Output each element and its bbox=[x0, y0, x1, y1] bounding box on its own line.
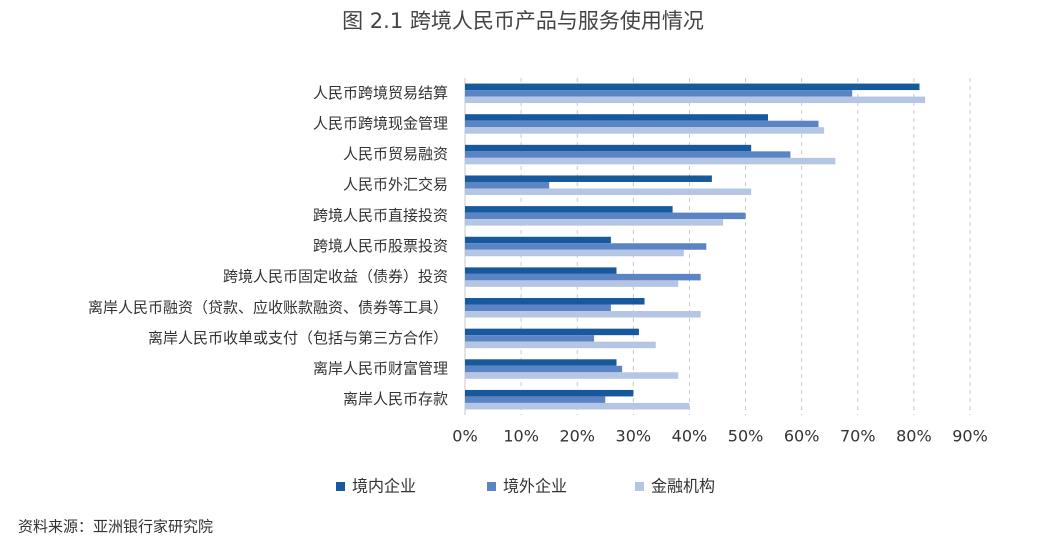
y-tick-label: 离岸人民币存款 bbox=[343, 390, 448, 408]
x-tick-label: 10% bbox=[503, 427, 539, 446]
bar bbox=[465, 157, 836, 165]
y-tick-label: 人民币外汇交易 bbox=[343, 176, 448, 194]
legend-swatch bbox=[336, 482, 345, 491]
chart-title: 图 2.1 跨境人民币产品与服务使用情况 bbox=[342, 9, 704, 33]
bar bbox=[465, 402, 690, 410]
bar bbox=[465, 304, 611, 312]
y-tick-label: 跨境人民币直接投资 bbox=[313, 206, 448, 224]
y-tick-label: 离岸人民币融资（贷款、应收账款融资、债券等工具） bbox=[88, 298, 448, 316]
bar bbox=[465, 212, 746, 220]
bar bbox=[465, 267, 617, 274]
bar bbox=[465, 328, 639, 336]
bar bbox=[465, 114, 768, 121]
bar bbox=[465, 206, 673, 213]
bar bbox=[465, 127, 825, 134]
bar bbox=[465, 335, 595, 342]
bar bbox=[465, 144, 752, 152]
bar bbox=[465, 236, 611, 244]
bar bbox=[465, 219, 724, 226]
bar bbox=[465, 243, 707, 250]
y-tick-label: 人民币贸易融资 bbox=[343, 145, 448, 163]
x-tick-label: 80% bbox=[896, 427, 932, 446]
bar bbox=[465, 372, 679, 379]
y-tick-label: 跨境人民币固定收益（债券）投资 bbox=[223, 268, 448, 286]
legend-label: 境内企业 bbox=[352, 477, 416, 496]
bar bbox=[465, 365, 623, 373]
bar bbox=[465, 396, 606, 403]
x-tick-label: 90% bbox=[952, 427, 988, 446]
x-tick-label: 20% bbox=[559, 427, 595, 446]
bar bbox=[465, 90, 853, 97]
bar bbox=[465, 311, 701, 318]
bar bbox=[465, 280, 679, 287]
x-tick-label: 30% bbox=[616, 427, 652, 446]
y-tick-label: 离岸人民币财富管理 bbox=[313, 360, 448, 378]
y-tick-label: 跨境人民币股票投资 bbox=[313, 237, 448, 255]
x-tick-label: 60% bbox=[784, 427, 820, 446]
bar bbox=[465, 120, 819, 128]
x-tick-label: 0% bbox=[452, 427, 477, 446]
source-note: 资料来源：亚洲银行家研究院 bbox=[18, 518, 213, 536]
bar bbox=[465, 389, 634, 397]
x-tick-label: 40% bbox=[672, 427, 708, 446]
bar bbox=[465, 249, 684, 257]
legend-label: 金融机构 bbox=[651, 477, 715, 496]
bar bbox=[465, 175, 712, 182]
bar bbox=[465, 181, 550, 189]
y-tick-label: 人民币跨境现金管理 bbox=[313, 114, 448, 132]
legend-swatch bbox=[487, 482, 496, 491]
legend-swatch bbox=[635, 482, 644, 491]
legend-label: 境外企业 bbox=[503, 477, 567, 496]
bar bbox=[465, 341, 656, 349]
bar bbox=[465, 83, 920, 91]
x-tick-label: 70% bbox=[840, 427, 876, 446]
bar bbox=[465, 273, 701, 281]
bar bbox=[465, 151, 791, 158]
bar bbox=[465, 188, 752, 195]
y-tick-label: 人民币跨境贸易结算 bbox=[313, 84, 448, 102]
y-tick-label: 离岸人民币收单或支付（包括与第三方合作） bbox=[148, 329, 448, 347]
bar bbox=[465, 298, 645, 305]
bar bbox=[465, 359, 617, 366]
x-tick-label: 50% bbox=[728, 427, 764, 446]
bar bbox=[465, 96, 926, 104]
